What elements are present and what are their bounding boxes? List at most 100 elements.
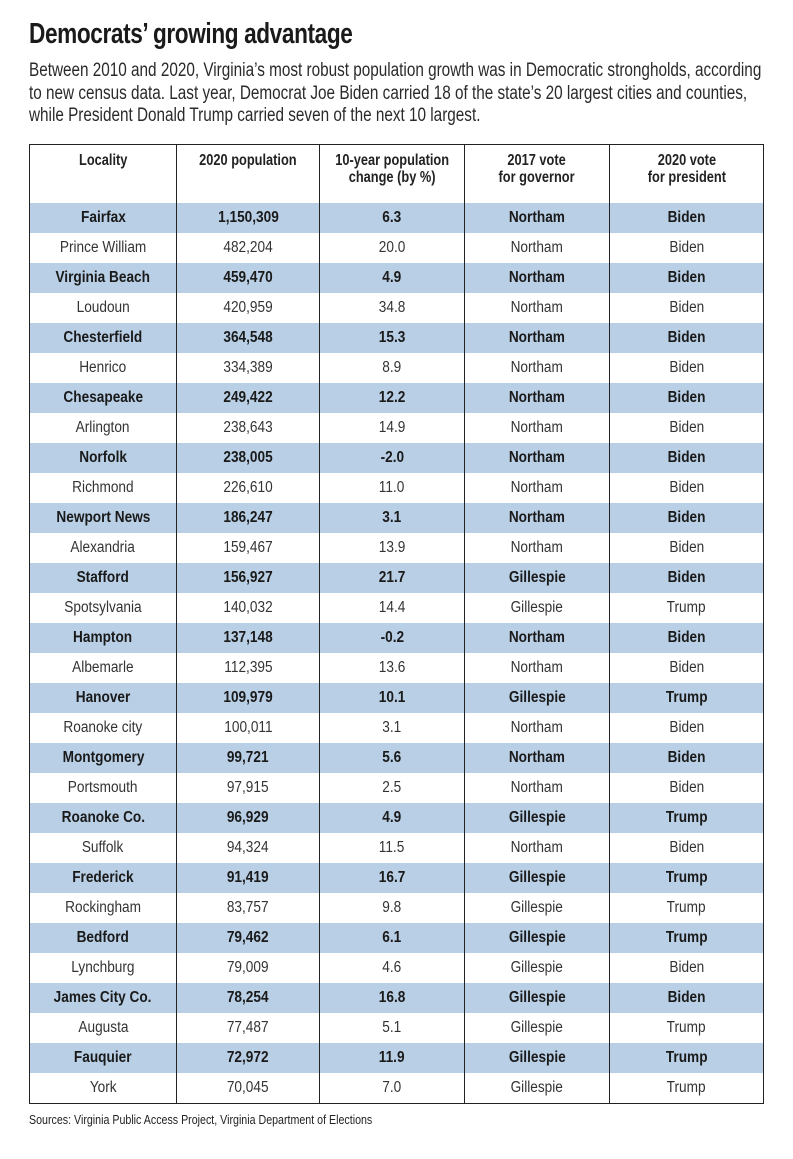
- cell-value: 7.0: [382, 1079, 402, 1096]
- cell-value: Lynchburg: [71, 959, 135, 976]
- cell-value: Virginia Beach: [55, 269, 151, 286]
- cell-value: Northam: [510, 359, 564, 376]
- table-cell: Biden: [609, 383, 764, 413]
- table-cell: 2.5: [319, 773, 465, 803]
- table-cell: 11.0: [319, 473, 465, 503]
- cell-value: 159,467: [223, 539, 273, 556]
- table-cell: Gillespie: [464, 1073, 610, 1104]
- cell-value: Arlington: [76, 419, 130, 436]
- cell-value: Northam: [510, 299, 564, 316]
- table-cell: Biden: [609, 323, 764, 353]
- table-cell: Northam: [464, 773, 610, 803]
- cell-value: 21.7: [378, 569, 406, 586]
- cell-value: 137,148: [223, 629, 273, 646]
- cell-value: 97,915: [227, 779, 269, 796]
- cell-value: 2.5: [382, 779, 402, 796]
- column-header-line: for governor: [498, 169, 576, 186]
- cell-value: Augusta: [77, 1019, 129, 1036]
- table-cell: Northam: [464, 443, 610, 473]
- table-row: York 70,045 7.0 Gillespie Trump: [29, 1073, 764, 1104]
- column-header-line: for president: [647, 169, 726, 186]
- table-cell: Biden: [609, 713, 764, 743]
- table-cell: 5.1: [319, 1013, 465, 1043]
- table-cell: 11.5: [319, 833, 465, 863]
- table-row: Fauquier 72,972 11.9 Gillespie Trump: [29, 1043, 764, 1073]
- cell-value: 1,150,309: [217, 209, 279, 226]
- cell-value: Trump: [667, 599, 706, 616]
- cell-value: Gillespie: [510, 1079, 564, 1096]
- column-header: 2017 vote for governor: [464, 144, 610, 203]
- cell-value: Albemarle: [72, 659, 134, 676]
- table-cell: Northam: [464, 413, 610, 443]
- table-cell: Loudoun: [29, 293, 177, 323]
- column-header: 2020 population: [176, 144, 320, 203]
- cell-value: Gillespie: [510, 899, 564, 916]
- table-cell: Montgomery: [29, 743, 177, 773]
- cell-value: Biden: [667, 509, 706, 526]
- cell-value: 96,929: [227, 809, 269, 826]
- cell-value: 83,757: [227, 899, 269, 916]
- cell-value: 79,009: [227, 959, 269, 976]
- cell-value: Biden: [667, 629, 706, 646]
- table-row: Virginia Beach 459,470 4.9 Northam Biden: [29, 263, 764, 293]
- cell-value: Trump: [665, 929, 708, 946]
- table-cell: Biden: [609, 263, 764, 293]
- cell-value: Biden: [669, 779, 704, 796]
- table-row: Chesapeake 249,422 12.2 Northam Biden: [29, 383, 764, 413]
- cell-value: Northam: [510, 659, 564, 676]
- cell-value: Montgomery: [62, 749, 144, 766]
- cell-value: 4.9: [382, 809, 402, 826]
- cell-value: 79,462: [227, 929, 269, 946]
- cell-value: Gillespie: [510, 959, 564, 976]
- table-cell: Gillespie: [464, 953, 610, 983]
- table-cell: Northam: [464, 623, 610, 653]
- cell-value: Northam: [508, 389, 566, 406]
- cell-value: 20.0: [378, 239, 406, 256]
- cell-value: 72,972: [227, 1049, 269, 1066]
- table-row: Alexandria 159,467 13.9 Northam Biden: [29, 533, 764, 563]
- cell-value: Trump: [665, 809, 708, 826]
- cell-value: Suffolk: [82, 839, 124, 856]
- table-row: Stafford 156,927 21.7 Gillespie Biden: [29, 563, 764, 593]
- table-row: Albemarle 112,395 13.6 Northam Biden: [29, 653, 764, 683]
- table-cell: Gillespie: [464, 803, 610, 833]
- table-cell: Arlington: [29, 413, 177, 443]
- cell-value: 12.2: [378, 389, 406, 406]
- cell-value: Gillespie: [508, 689, 566, 706]
- table-cell: Hanover: [29, 683, 177, 713]
- table-cell: Northam: [464, 743, 610, 773]
- table-cell: 226,610: [176, 473, 320, 503]
- table-cell: 364,548: [176, 323, 320, 353]
- table-row: Frederick 91,419 16.7 Gillespie Trump: [29, 863, 764, 893]
- table-cell: Biden: [609, 623, 764, 653]
- cell-value: York: [89, 1079, 117, 1096]
- cell-value: Northam: [508, 749, 566, 766]
- table-cell: 9.8: [319, 893, 465, 923]
- table-row: Bedford 79,462 6.1 Gillespie Trump: [29, 923, 764, 953]
- cell-value: Biden: [667, 989, 706, 1006]
- cell-value: Alexandria: [70, 539, 136, 556]
- table-row: Prince William 482,204 20.0 Northam Biden: [29, 233, 764, 263]
- table-cell: 109,979: [176, 683, 320, 713]
- table-cell: 79,009: [176, 953, 320, 983]
- cell-value: Newport News: [56, 509, 150, 526]
- cell-value: Gillespie: [508, 809, 566, 826]
- table-cell: York: [29, 1073, 177, 1104]
- cell-value: 14.9: [378, 419, 406, 436]
- table-cell: Richmond: [29, 473, 177, 503]
- cell-value: 238,643: [223, 419, 273, 436]
- table-cell: Gillespie: [464, 593, 610, 623]
- cell-value: Hanover: [75, 689, 131, 706]
- table-cell: Gillespie: [464, 863, 610, 893]
- cell-value: 70,045: [227, 1079, 269, 1096]
- table-cell: Northam: [464, 293, 610, 323]
- cell-value: Chesterfield: [63, 329, 143, 346]
- table-cell: Biden: [609, 473, 764, 503]
- table-cell: 7.0: [319, 1073, 465, 1104]
- cell-value: 34.8: [378, 299, 406, 316]
- table-row: Roanoke city 100,011 3.1 Northam Biden: [29, 713, 764, 743]
- cell-value: Biden: [669, 959, 704, 976]
- column-header: Locality: [29, 144, 177, 203]
- table-cell: Biden: [609, 353, 764, 383]
- table-cell: Trump: [609, 923, 764, 953]
